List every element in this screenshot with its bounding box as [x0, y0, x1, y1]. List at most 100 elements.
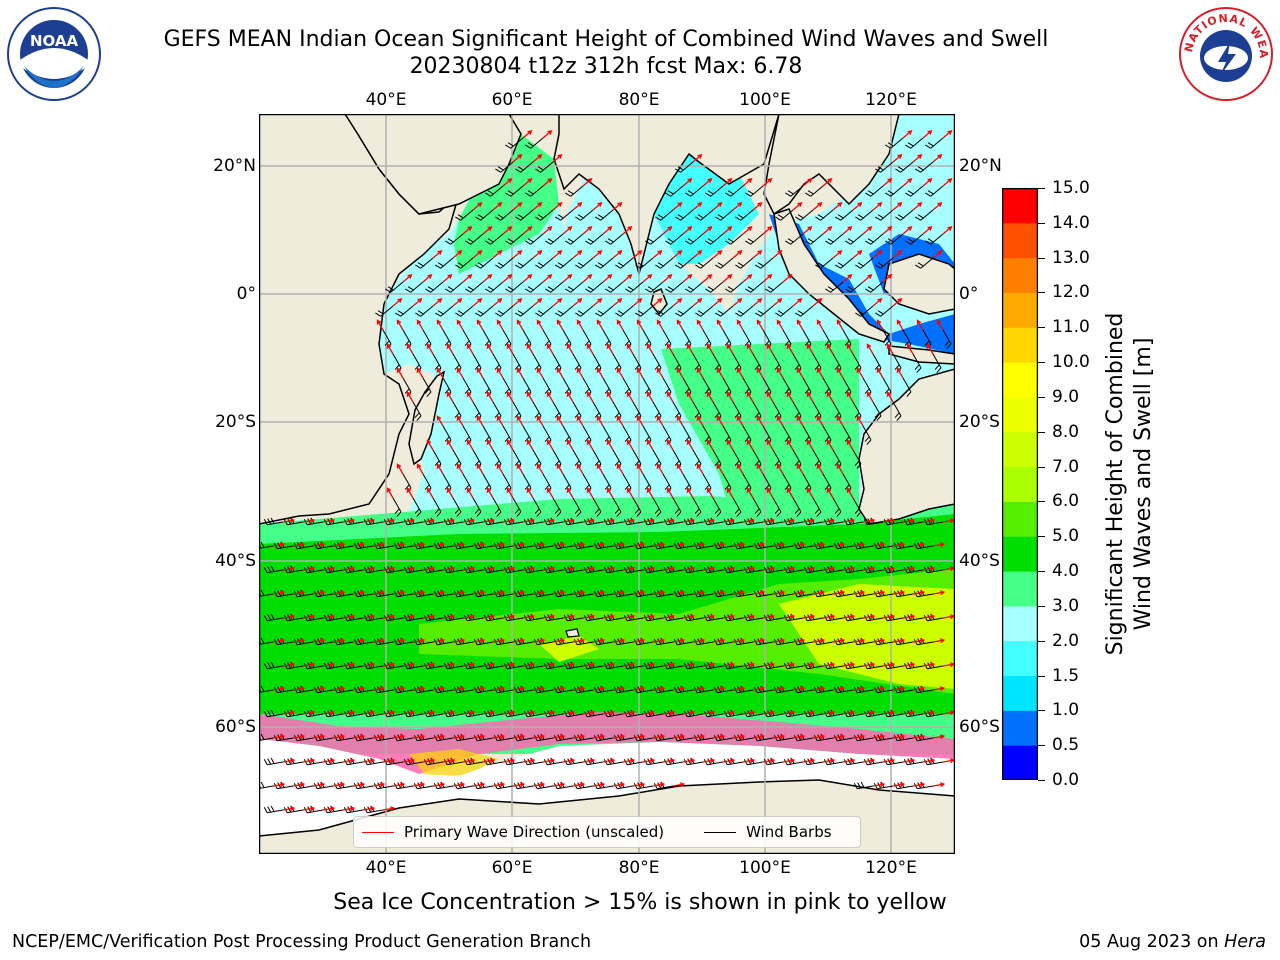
wave-direction-arrow — [762, 710, 776, 716]
wave-direction-arrow — [882, 614, 896, 620]
wave-direction-arrow — [762, 758, 776, 764]
wave-direction-arrow — [532, 250, 543, 259]
wave-direction-arrow — [412, 782, 426, 788]
wave-direction-arrow — [752, 250, 763, 259]
wind-barb — [875, 257, 894, 269]
wave-direction-arrow — [742, 614, 756, 620]
wave-direction-arrow — [832, 590, 846, 596]
footer-host: Hera — [1224, 932, 1266, 952]
wave-direction-arrow — [582, 662, 596, 668]
wave-direction-arrow — [562, 758, 576, 764]
wave-direction-arrow — [312, 686, 326, 692]
wave-direction-arrow — [892, 686, 906, 692]
wind-barb — [805, 233, 824, 245]
wave-direction-arrow — [686, 391, 694, 403]
wave-direction-arrow — [902, 662, 916, 668]
sea-ice-note: Sea Ice Concentration > 15% is shown in … — [333, 890, 947, 915]
map-panel — [258, 113, 956, 855]
wave-direction-arrow — [892, 782, 906, 788]
wind-barb — [263, 613, 284, 622]
wave-direction-arrow — [422, 566, 436, 572]
colorbar-segment — [1002, 605, 1038, 642]
wave-direction-arrow — [546, 439, 554, 451]
wave-direction-arrow — [322, 662, 336, 668]
wind-barb — [875, 209, 894, 221]
wave-direction-arrow — [482, 710, 496, 716]
wave-direction-arrow — [482, 566, 496, 572]
wind-barb — [492, 497, 502, 517]
wave-direction-arrow — [822, 614, 836, 620]
wave-direction-arrow — [576, 319, 584, 331]
wave-direction-arrow — [812, 298, 823, 307]
wave-direction-arrow — [416, 463, 424, 475]
wave-direction-arrow — [612, 590, 626, 596]
wave-direction-arrow — [836, 463, 844, 475]
wind-barb — [545, 233, 564, 245]
wave-direction-arrow — [632, 542, 646, 548]
wave-direction-arrow — [892, 638, 906, 644]
wave-direction-arrow — [902, 758, 916, 764]
wave-direction-arrow — [852, 202, 863, 211]
wave-direction-arrow — [822, 710, 836, 716]
wave-direction-arrow — [756, 367, 764, 379]
wave-direction-arrow — [812, 202, 823, 211]
malay-sumatra-landmass — [773, 208, 891, 343]
colorbar-tick-mark — [1038, 710, 1045, 712]
wave-direction-arrow — [672, 298, 683, 307]
wave-direction-arrow — [596, 463, 604, 475]
wave-direction-arrow — [932, 782, 946, 788]
wave-direction-arrow — [652, 638, 666, 644]
wave-direction-arrow — [716, 463, 724, 475]
colorbar-segment — [1002, 362, 1038, 398]
wind-barb — [585, 233, 604, 245]
wind-barb — [752, 497, 762, 517]
wind-barb — [632, 497, 642, 517]
wave-field-central — [661, 339, 859, 509]
wave-direction-arrow — [512, 782, 526, 788]
wind-barb — [775, 209, 794, 221]
wave-direction-arrow — [892, 590, 906, 596]
wave-direction-arrow — [456, 319, 464, 331]
wind-barb — [485, 185, 504, 197]
wave-direction-arrow — [866, 391, 874, 403]
wave-direction-arrow — [372, 782, 386, 788]
wave-direction-arrow — [552, 154, 563, 163]
wave-direction-arrow — [882, 662, 896, 668]
wave-direction-arrow — [682, 274, 693, 283]
wave-direction-arrow — [902, 518, 916, 524]
colorbar-segment — [1002, 640, 1038, 677]
wave-direction-arrow — [702, 226, 713, 235]
wave-direction-arrow — [882, 518, 896, 524]
wave-direction-arrow — [892, 734, 906, 740]
wave-direction-arrow — [646, 439, 654, 451]
wave-direction-arrow — [752, 202, 763, 211]
wave-direction-arrow — [416, 319, 424, 331]
wave-direction-arrow — [532, 154, 543, 163]
wave-direction-arrow — [742, 226, 753, 235]
wave-direction-arrow — [752, 638, 766, 644]
wave-direction-arrow — [862, 758, 876, 764]
wave-direction-arrow — [782, 518, 796, 524]
wave-direction-arrow — [542, 662, 556, 668]
wave-direction-arrow — [322, 518, 336, 524]
wave-direction-arrow — [592, 590, 606, 596]
wave-direction-arrow — [472, 782, 486, 788]
wind-barb — [455, 257, 474, 269]
wave-direction-arrow — [672, 202, 683, 211]
wind-barb — [435, 257, 454, 269]
wind-barb — [695, 305, 714, 317]
wave-direction-arrow — [886, 391, 894, 403]
wave-direction-arrow — [862, 518, 876, 524]
wind-barb — [885, 137, 904, 149]
wave-direction-arrow — [292, 590, 306, 596]
wave-direction-arrow — [586, 439, 594, 451]
lat-label-right-60s: 60°S — [959, 717, 1000, 737]
wave-direction-arrow — [692, 202, 703, 211]
wind-barb — [655, 305, 674, 317]
wave-direction-arrow — [856, 415, 864, 427]
wind-barb — [263, 517, 284, 526]
wind-barb — [475, 305, 494, 317]
wave-direction-arrow — [702, 662, 716, 668]
wave-direction-arrow — [622, 662, 636, 668]
wind-barb — [845, 281, 864, 293]
